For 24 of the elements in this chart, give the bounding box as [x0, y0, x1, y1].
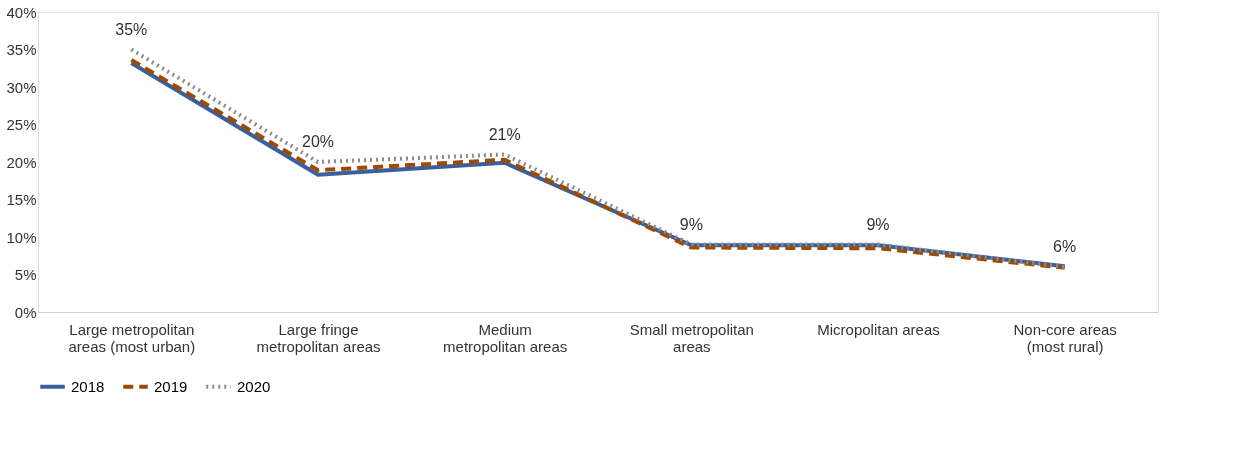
y-tick-label: 5% — [14, 266, 37, 283]
x-tick-label: Non-core areas (most rural) — [1013, 320, 1117, 355]
data-label: 21% — [488, 125, 521, 143]
x-tick-label: Micropolitan areas — [817, 320, 940, 338]
y-tick-label: 30% — [6, 78, 37, 96]
y-tick-label: 0% — [14, 303, 37, 321]
data-label: 6% — [1053, 238, 1077, 255]
y-tick-label: 35% — [6, 41, 37, 58]
legend-label: 2019 — [154, 377, 188, 395]
y-tick-label: 40% — [6, 3, 37, 21]
x-tick-label: Small metropolitan areas — [629, 320, 754, 355]
x-tick-label: Large metropolitan areas (most urban) — [68, 320, 196, 355]
legend-label: 2018 — [71, 377, 105, 395]
data-label: 20% — [301, 133, 335, 150]
data-label: 35% — [115, 20, 148, 38]
data-label: 9% — [866, 215, 890, 233]
y-tick-label: 20% — [6, 153, 37, 171]
y-tick-label: 10% — [6, 228, 37, 246]
data-label: 9% — [679, 215, 703, 233]
legend-label: 2020 — [237, 377, 271, 395]
y-tick-label: 15% — [6, 191, 37, 208]
y-tick-label: 25% — [6, 116, 37, 133]
x-tick-label: Large fringe metropolitan areas — [256, 320, 381, 355]
x-tick-label: Medium metropolitan areas — [443, 320, 568, 355]
